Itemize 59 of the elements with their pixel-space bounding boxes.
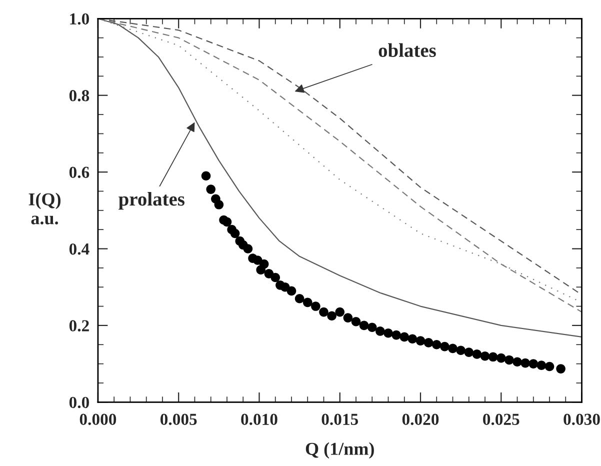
annotation: oblates	[378, 43, 436, 57]
point	[448, 344, 458, 354]
point	[424, 338, 434, 348]
point	[496, 353, 506, 363]
point	[206, 184, 216, 194]
point	[214, 200, 224, 210]
point	[243, 244, 253, 254]
point	[416, 336, 426, 346]
point	[408, 334, 418, 344]
point	[376, 326, 385, 336]
x-tick-label: 0.025	[483, 414, 520, 426]
point	[488, 352, 498, 362]
point	[230, 228, 240, 238]
point	[286, 286, 296, 296]
point	[512, 357, 522, 367]
x-tick-label: 0.000	[80, 414, 116, 426]
y-tick-label: 0.4	[69, 243, 90, 255]
y-tick-label: 0.0	[69, 396, 89, 408]
x-tick-label: 0.005	[160, 414, 197, 426]
point	[536, 360, 546, 370]
point	[270, 272, 280, 282]
y-axis-title: I(Q) a.u.	[28, 192, 60, 224]
point	[201, 171, 211, 181]
point	[384, 328, 393, 338]
point	[520, 358, 530, 368]
point	[556, 364, 566, 374]
point	[528, 359, 538, 368]
point	[480, 351, 490, 361]
point	[311, 302, 320, 311]
y-tick-label: 0.2	[69, 320, 89, 332]
x-tick-label: 0.020	[402, 414, 439, 426]
point	[294, 294, 304, 304]
y-tick-label: 0.6	[69, 166, 90, 178]
x-axis-title: Q (1/nm)	[306, 442, 374, 459]
point	[504, 355, 514, 365]
point	[343, 313, 353, 322]
y-tick-label: 1.0	[70, 13, 89, 25]
point	[319, 307, 328, 317]
point	[327, 311, 336, 321]
point	[472, 350, 482, 359]
x-tick-label: 0.015	[322, 414, 358, 426]
x-tick-label: 0.010	[241, 414, 278, 426]
point	[259, 259, 269, 269]
point	[302, 298, 312, 308]
point	[367, 322, 377, 332]
point	[359, 320, 369, 330]
point	[222, 217, 232, 227]
y-tick-label: 0.8	[69, 90, 90, 102]
x-tick-label: 0.030	[564, 414, 600, 426]
point	[335, 307, 345, 317]
point	[432, 340, 442, 350]
point	[464, 348, 474, 357]
annotation: prolates	[118, 192, 184, 210]
point	[456, 346, 466, 356]
point	[544, 362, 554, 372]
point	[400, 332, 410, 342]
point	[351, 316, 361, 326]
point	[392, 330, 401, 340]
point	[440, 342, 450, 352]
